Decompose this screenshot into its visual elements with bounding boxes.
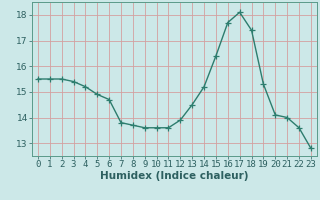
X-axis label: Humidex (Indice chaleur): Humidex (Indice chaleur) [100, 171, 249, 181]
